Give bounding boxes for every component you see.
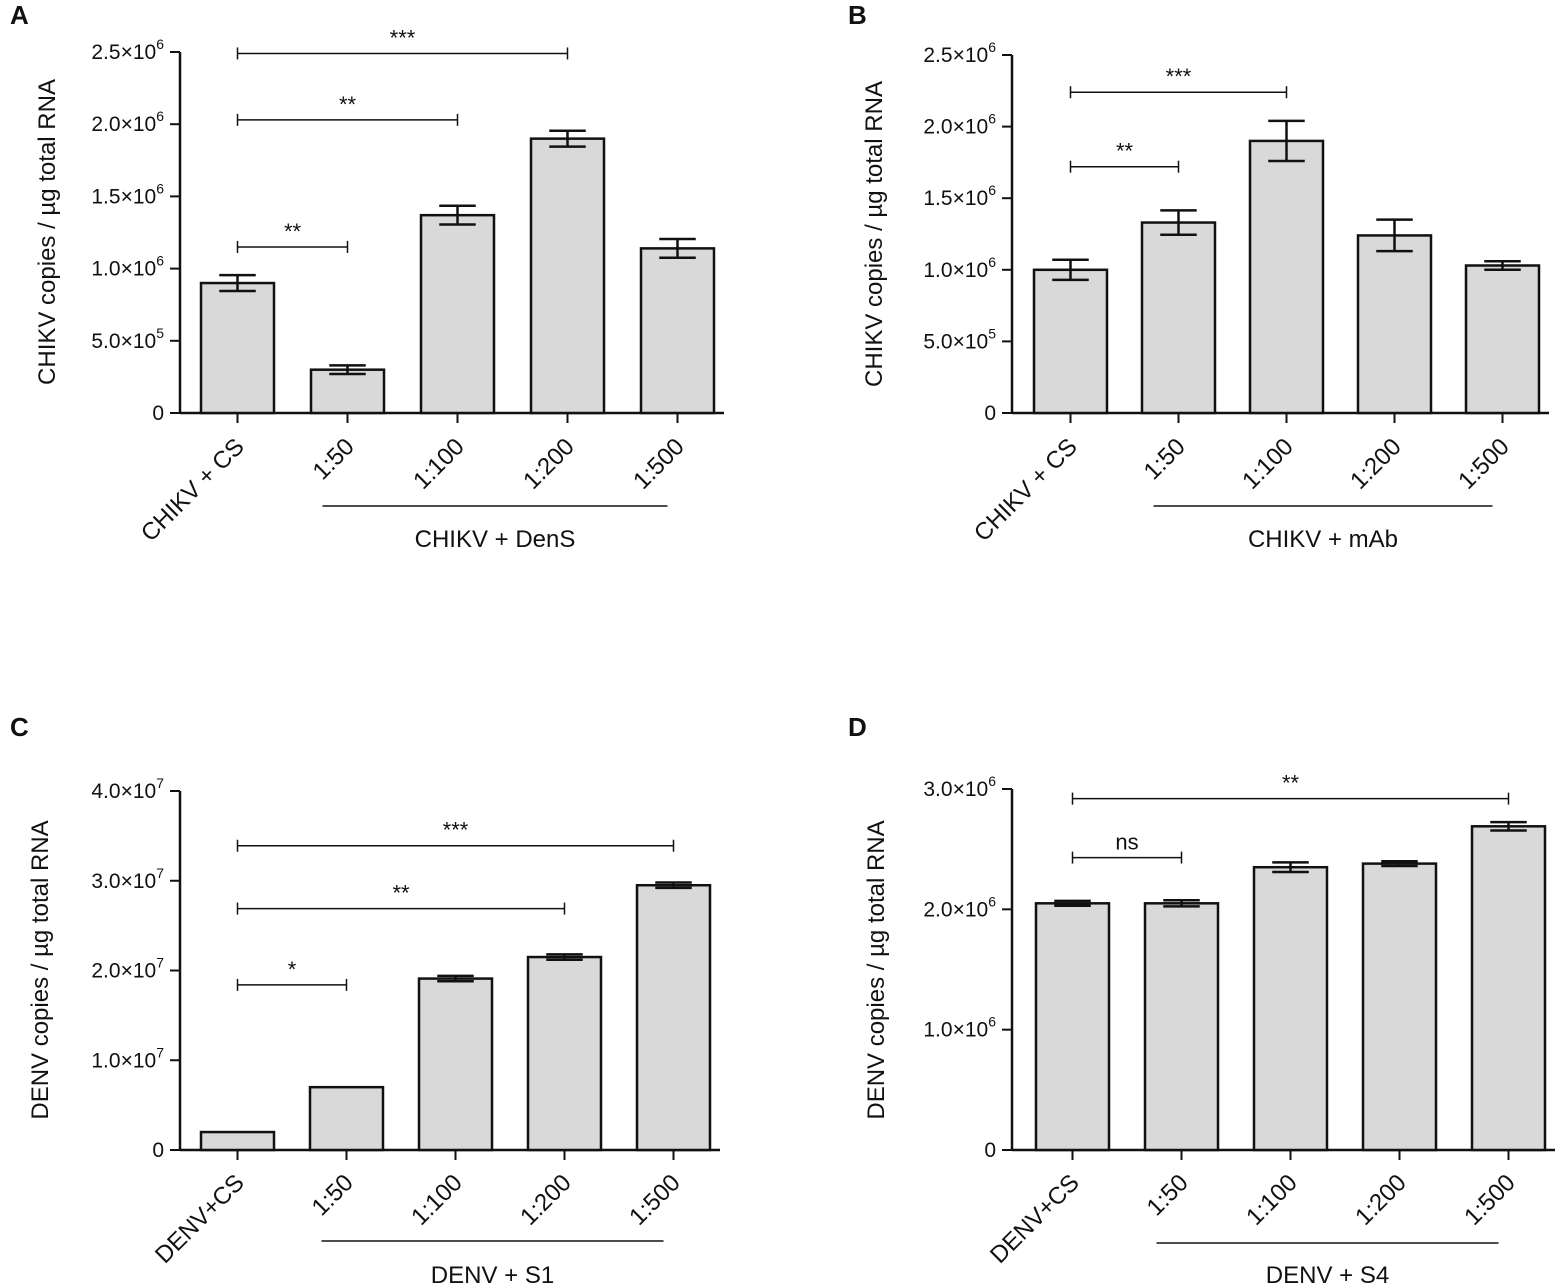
y-tick-label-d-0: 0 [984,1139,996,1162]
sig-label-c-2: *** [443,818,469,843]
y-tick-label-a-4: 2.0×106 [91,108,164,136]
y-axis-label-a: CHIKV copies / µg total RNA [34,79,61,385]
y-tick-label-a-3: 1.5×106 [91,180,164,208]
bar-d-3 [1361,862,1438,1152]
bar-d-2 [1252,865,1329,1152]
category-label-d-4: 1:500 [1459,1169,1521,1231]
panel-letter-a: A [10,0,29,30]
sig-label-a-2: *** [390,25,416,50]
category-label-b-0: CHIKV + CS [969,433,1083,547]
y-tick-label-a-0: 0 [152,402,164,425]
panel-a: A CHIKV copies / µg total RNA 0 5.0×105 1.0×… [10,0,724,553]
bar-b-0 [1032,268,1109,415]
bar-d-0 [1034,902,1111,1152]
y-tick-label-c-1: 1.0×107 [91,1044,164,1072]
panel-letter-b: B [848,0,867,30]
panel-c: C DENV copies / µg total RNA 0 1.0×107 2.0×1… [10,712,720,1286]
sig-label-b-0: ** [1116,139,1134,164]
category-label-c-2: 1:100 [406,1169,468,1231]
category-label-d-2: 1:100 [1241,1169,1303,1231]
y-axis-label-c: DENV copies / µg total RNA [27,820,54,1119]
category-label-a-1: 1:50 [308,433,360,485]
panel-b: B CHIKV copies / µg total RNA 0 5.0×105 1.0×… [848,0,1549,553]
category-label-b-4: 1:500 [1453,433,1515,495]
bar-c-0 [199,1130,276,1152]
y-tick-label-b-1: 5.0×105 [923,325,996,353]
category-label-c-4: 1:500 [624,1169,686,1231]
y-tick-label-b-2: 1.0×106 [923,254,996,282]
y-tick-label-b-3: 1.5×106 [923,182,996,210]
category-label-b-3: 1:200 [1345,433,1407,495]
y-axis-label-d: DENV copies / µg total RNA [863,820,890,1119]
group-label-b: CHIKV + mAb [1248,526,1398,553]
group-label-a: CHIKV + DenS [415,526,576,553]
y-tick-label-d-2: 2.0×106 [923,893,996,921]
y-tick-label-c-2: 2.0×107 [91,955,164,983]
category-label-d-3: 1:200 [1350,1169,1412,1231]
sig-label-c-0: * [288,957,297,982]
bar-a-3 [529,137,606,415]
category-label-a-4: 1:500 [628,433,690,495]
bar-a-2 [419,213,496,415]
y-axis-label-b: CHIKV copies / µg total RNA [861,81,888,387]
category-label-c-1: 1:50 [307,1169,359,1221]
sig-label-a-1: ** [339,92,357,117]
category-label-b-2: 1:100 [1237,433,1299,495]
panel-letter-d: D [848,712,867,742]
sig-label-a-0: ** [284,219,302,244]
y-tick-label-c-4: 4.0×107 [91,775,164,803]
bar-b-3 [1356,234,1433,415]
category-label-a-0: CHIKV + CS [136,433,250,547]
category-label-d-0: DENV+CS [985,1169,1085,1269]
bar-c-3 [526,955,603,1152]
bar-b-1 [1140,221,1217,415]
y-tick-label-c-0: 0 [152,1139,164,1162]
category-label-a-3: 1:200 [518,433,580,495]
group-label-c: DENV + S1 [431,1262,554,1286]
bar-a-0 [199,281,276,415]
bar-d-4 [1470,825,1547,1152]
bar-a-1 [309,368,386,415]
y-tick-label-a-1: 5.0×105 [91,325,164,353]
y-tick-label-b-5: 2.5×106 [923,39,996,67]
bar-c-4 [635,883,712,1152]
sig-label-d-0: ns [1115,830,1138,855]
bar-c-2 [417,977,494,1152]
category-label-a-2: 1:100 [408,433,470,495]
y-tick-label-d-1: 1.0×106 [923,1014,996,1042]
y-tick-label-b-4: 2.0×106 [923,111,996,139]
y-tick-label-b-0: 0 [984,402,996,425]
y-tick-label-d-3: 3.0×106 [923,773,996,801]
y-tick-label-a-2: 1.0×106 [91,253,164,281]
bar-b-2 [1248,139,1325,415]
bar-d-1 [1143,902,1220,1152]
category-label-b-1: 1:50 [1139,433,1191,485]
y-tick-label-c-3: 3.0×107 [91,865,164,893]
panel-d: D DENV copies / µg total RNA 0 1.0×106 2.0×1… [848,712,1555,1286]
group-label-d: DENV + S4 [1266,1262,1389,1286]
category-label-c-3: 1:200 [515,1169,577,1231]
category-label-d-1: 1:50 [1142,1169,1194,1221]
bar-b-4 [1464,264,1541,415]
panel-letter-c: C [10,712,29,742]
y-tick-label-a-5: 2.5×106 [91,36,164,64]
sig-label-d-1: ** [1282,771,1300,796]
sig-label-b-1: *** [1166,64,1192,89]
bar-c-1 [308,1085,385,1152]
category-label-c-0: DENV+CS [150,1169,250,1269]
sig-label-c-1: ** [392,881,410,906]
bar-a-4 [639,247,716,415]
